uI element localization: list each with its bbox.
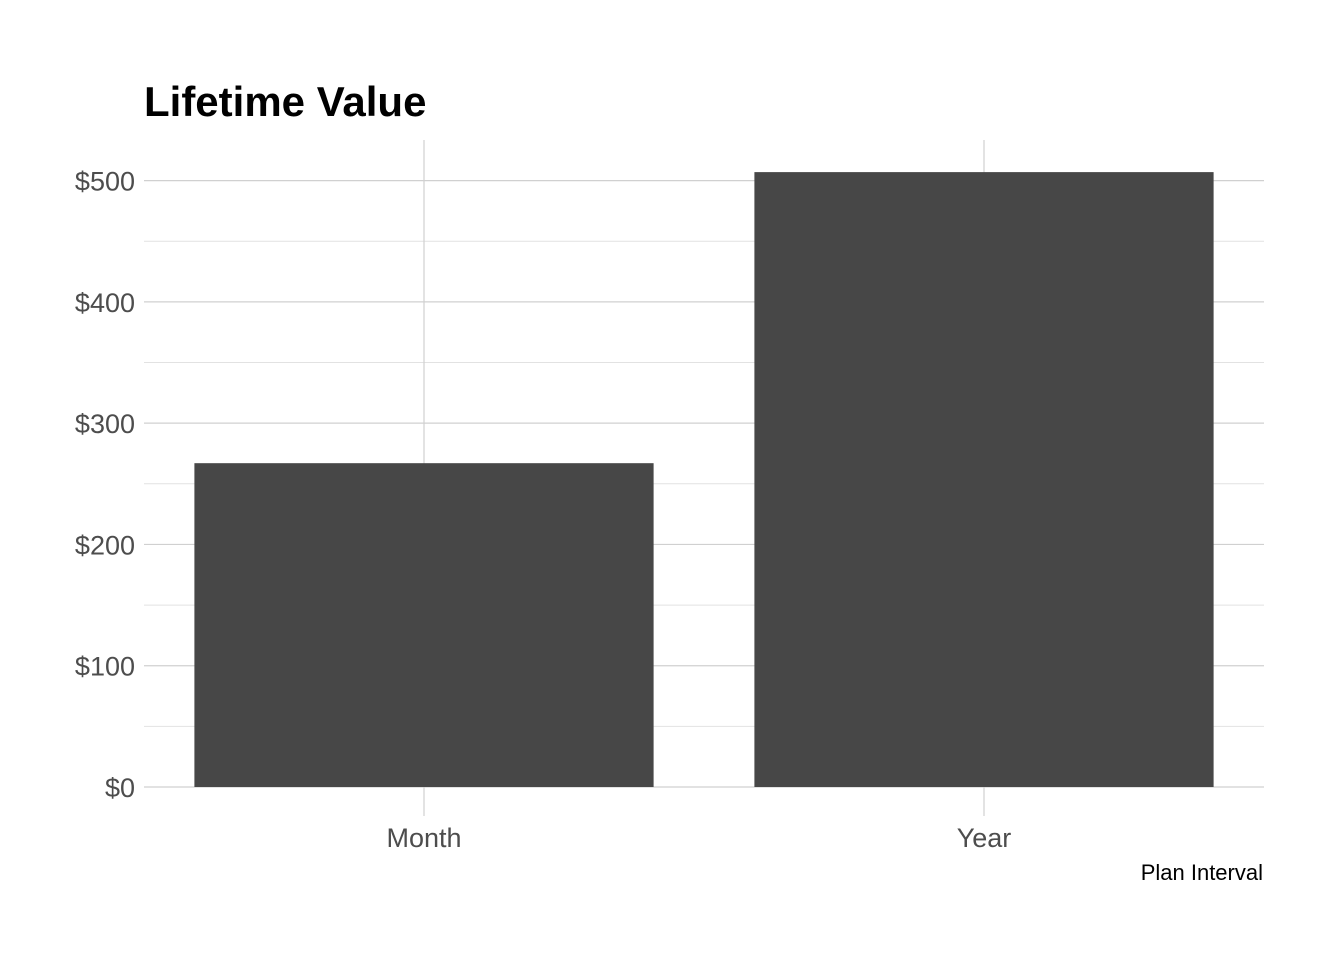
y-tick-label: $100 bbox=[75, 652, 135, 682]
bars bbox=[194, 172, 1214, 787]
x-axis-tick-labels: Month Year bbox=[386, 823, 1011, 853]
y-tick-label: $400 bbox=[75, 288, 135, 318]
y-tick-label: $200 bbox=[75, 530, 135, 560]
x-tick-label: Month bbox=[386, 823, 461, 853]
y-axis-tick-labels: $0 $100 $200 $300 $400 $500 bbox=[75, 167, 135, 803]
bar-year bbox=[754, 172, 1214, 787]
y-tick-label: $300 bbox=[75, 409, 135, 439]
x-axis-title: Plan Interval bbox=[1141, 860, 1263, 885]
x-tick-label: Year bbox=[957, 823, 1012, 853]
y-tick-label: $500 bbox=[75, 167, 135, 197]
y-tick-label: $0 bbox=[105, 773, 135, 803]
chart-title: Lifetime Value bbox=[144, 78, 426, 125]
bar-month bbox=[194, 463, 654, 787]
